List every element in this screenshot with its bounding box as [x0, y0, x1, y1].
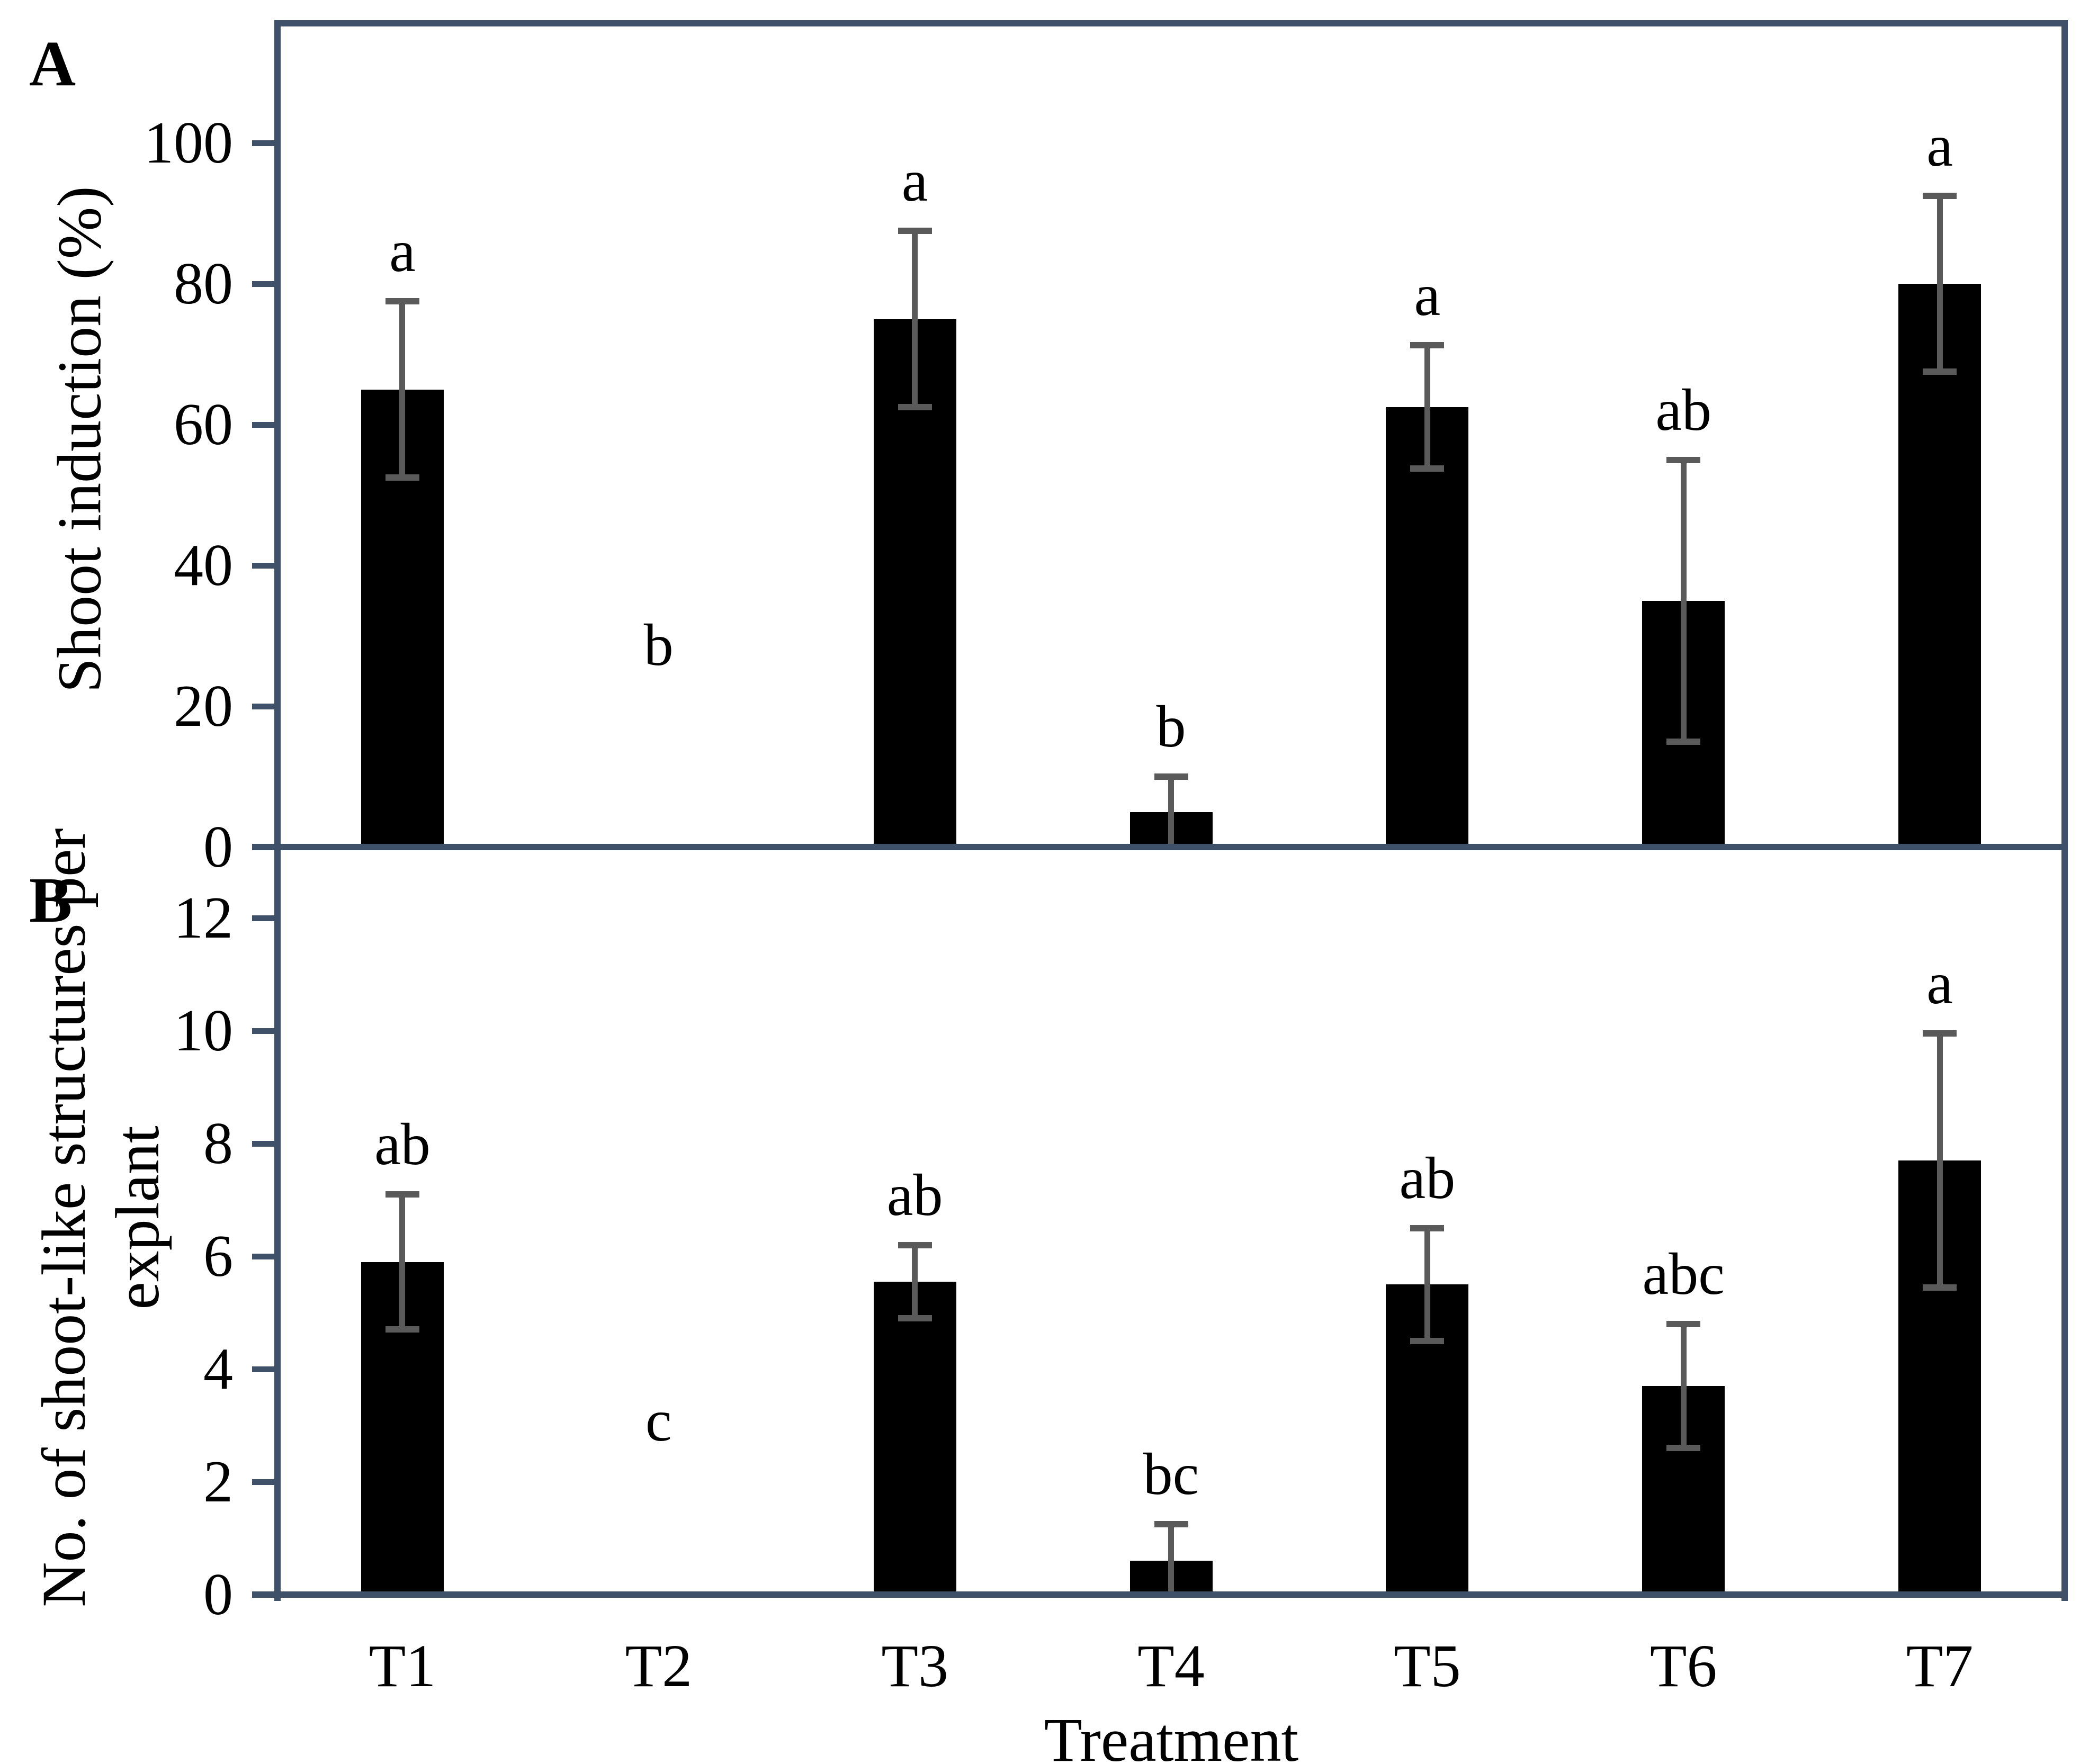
error-bar-t4: [1168, 777, 1174, 847]
error-bar-t6: [1680, 460, 1687, 742]
error-bar-bottom-cap: [1410, 1337, 1445, 1344]
panel-a-baseline: [252, 844, 2068, 850]
significance-letter-t4: b: [1156, 694, 1186, 760]
error-bar-bottom-cap: [898, 1315, 932, 1322]
right-frame-border: [2061, 20, 2068, 1601]
error-bar-bottom-cap: [1666, 738, 1701, 745]
error-bar-t4: [1168, 1524, 1174, 1595]
y-tick-mark: [252, 1366, 274, 1372]
significance-letter-t5: ab: [1399, 1145, 1456, 1211]
error-bar-bottom-cap: [1410, 465, 1445, 472]
error-bar-bottom-cap: [1923, 368, 1957, 375]
error-bar-t1: [399, 1194, 406, 1330]
y-tick-label: 8: [203, 1111, 233, 1176]
error-bar-top-cap: [385, 298, 419, 305]
error-bar-top-cap: [1154, 1520, 1188, 1527]
y-tick-mark: [252, 1028, 274, 1034]
x-axis-title: Treatment: [1044, 1705, 1299, 1764]
error-bar-top-cap: [1154, 773, 1188, 780]
bar-t3: [873, 1281, 956, 1595]
error-bar-top-cap: [1410, 342, 1445, 349]
error-bar-t6: [1680, 1324, 1687, 1448]
x-tick-label-t7: T7: [1906, 1632, 1974, 1699]
y-tick-label: 0: [203, 1562, 233, 1627]
bar-t7: [1898, 284, 1982, 847]
y-tick-label: 2: [203, 1449, 233, 1515]
error-bar-t1: [399, 301, 406, 478]
top-frame-border: [274, 20, 2068, 26]
error-bar-bottom-cap: [1923, 1284, 1957, 1291]
panel-a-letter: A: [29, 28, 76, 100]
y-tick-label: 10: [174, 998, 233, 1064]
y-tick-label: 20: [174, 673, 233, 739]
error-bar-t5: [1424, 345, 1430, 469]
significance-letter-t1: ab: [374, 1111, 431, 1177]
bar-t5: [1386, 407, 1469, 847]
significance-letter-t7: a: [1926, 951, 1953, 1017]
y-tick-label: 100: [144, 110, 233, 176]
significance-letter-t5: a: [1414, 263, 1441, 329]
panel-b-letter: B: [29, 865, 73, 936]
error-bar-top-cap: [898, 1241, 932, 1248]
y-tick-mark: [252, 915, 274, 921]
significance-letter-t3: ab: [886, 1162, 943, 1228]
error-bar-t5: [1424, 1228, 1430, 1341]
error-bar-t7: [1936, 1033, 1943, 1288]
significance-letter-t1: a: [389, 219, 416, 285]
y-tick-label: 12: [174, 885, 233, 951]
x-tick-label-t3: T3: [881, 1632, 948, 1699]
panel-b-baseline: [252, 1591, 2068, 1598]
y-tick-label: 40: [174, 533, 233, 598]
y-tick-mark: [252, 1592, 274, 1598]
error-bar-top-cap: [898, 228, 932, 235]
error-bar-bottom-cap: [1666, 1445, 1701, 1452]
y-tick-mark: [252, 704, 274, 709]
error-bar-t3: [912, 1245, 918, 1319]
y-tick-label: 80: [174, 251, 233, 317]
y-tick-label: 0: [203, 814, 233, 880]
x-tick-label-t5: T5: [1394, 1632, 1461, 1699]
significance-letter-t6: ab: [1655, 377, 1712, 443]
y-tick-mark: [252, 1254, 274, 1259]
significance-letter-t2: c: [645, 1388, 672, 1454]
y-tick-label: 4: [203, 1336, 233, 1402]
error-bar-top-cap: [1410, 1225, 1445, 1231]
error-bar-top-cap: [1923, 1030, 1957, 1037]
x-tick-label-t6: T6: [1649, 1632, 1717, 1699]
x-tick-label-t1: T1: [369, 1632, 436, 1699]
y-tick-mark: [252, 1141, 274, 1147]
significance-letter-t4: bc: [1143, 1441, 1199, 1507]
significance-letter-t7: a: [1926, 113, 1953, 179]
significance-letter-t2: b: [643, 612, 674, 678]
x-tick-label-t4: T4: [1137, 1632, 1205, 1699]
error-bar-top-cap: [1666, 456, 1701, 463]
y-tick-mark: [252, 422, 274, 428]
y-tick-mark: [252, 281, 274, 287]
y-tick-mark: [252, 140, 274, 146]
significance-letter-t6: abc: [1642, 1241, 1725, 1307]
error-bar-bottom-cap: [898, 403, 932, 410]
y-tick-label: 6: [203, 1223, 233, 1289]
y-tick-mark: [252, 844, 274, 850]
error-bar-bottom-cap: [385, 474, 419, 481]
error-bar-bottom-cap: [385, 1326, 419, 1333]
error-bar-t3: [912, 231, 918, 407]
left-axis-spine: [274, 20, 281, 1601]
x-tick-label-t2: T2: [625, 1632, 693, 1699]
y-tick-label: 60: [174, 392, 233, 457]
y-tick-mark: [252, 1479, 274, 1485]
error-bar-top-cap: [1923, 192, 1957, 199]
y-tick-mark: [252, 563, 274, 569]
error-bar-t7: [1936, 195, 1943, 372]
significance-letter-t3: a: [901, 148, 928, 214]
error-bar-top-cap: [1666, 1320, 1701, 1327]
error-bar-top-cap: [385, 1191, 419, 1198]
